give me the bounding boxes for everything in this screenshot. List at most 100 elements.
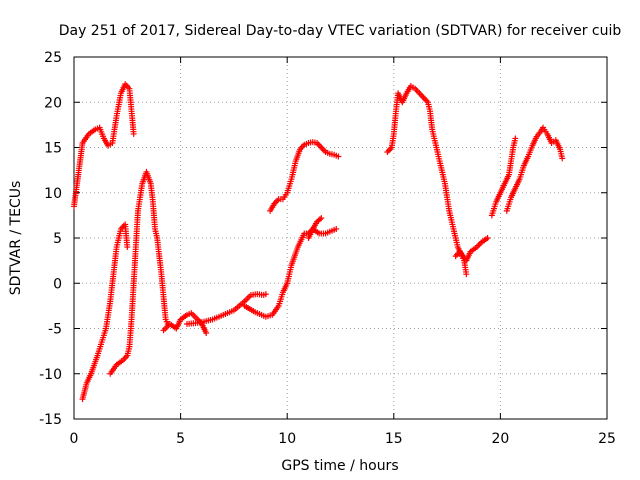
interpolated-markers <box>446 210 456 230</box>
interpolated-markers <box>194 319 203 326</box>
interpolated-markers <box>265 312 274 320</box>
interpolated-markers <box>284 264 294 284</box>
interpolated-markers <box>389 133 397 149</box>
interpolated-markers <box>272 197 281 206</box>
interpolated-markers <box>108 363 119 375</box>
plot-frame <box>73 56 608 420</box>
axis-ticks: 0 5 10 15 20 25 -15 -10 -5 0 5 10 15 20 25 <box>39 50 616 447</box>
y-tick-label: 15 <box>44 141 62 157</box>
x-tick-label: 0 <box>70 431 79 447</box>
interpolated-markers <box>422 96 430 104</box>
interpolated-markers <box>80 132 91 145</box>
interpolated-markers <box>114 228 124 248</box>
interpolated-markers <box>508 146 516 162</box>
interpolated-markers <box>148 182 156 203</box>
interpolated-markers <box>521 155 531 167</box>
interpolated-markers <box>105 300 113 316</box>
interpolated-markers <box>479 236 490 245</box>
series-sat-l <box>503 124 566 214</box>
data-points <box>71 81 566 403</box>
data-point <box>262 291 269 298</box>
interpolated-markers <box>284 178 294 194</box>
data-point <box>333 225 340 232</box>
interpolated-markers <box>75 142 86 176</box>
interpolated-markers <box>97 126 106 140</box>
interpolated-markers <box>128 282 137 321</box>
interpolated-markers <box>88 354 100 375</box>
interpolated-markers <box>162 322 172 332</box>
interpolated-markers <box>135 182 145 212</box>
interpolated-markers <box>498 182 507 194</box>
interpolated-markers <box>306 227 315 240</box>
interpolated-markers <box>268 202 277 213</box>
data-point <box>463 271 470 278</box>
interpolated-markers <box>156 255 165 275</box>
interpolated-markers <box>438 164 448 185</box>
interpolated-markers <box>400 92 409 104</box>
interpolated-markers <box>513 177 522 190</box>
interpolated-markers <box>128 110 137 135</box>
interpolated-markers <box>189 311 200 321</box>
x-tick-label: 25 <box>598 431 616 447</box>
x-tick-label: 10 <box>278 431 296 447</box>
interpolated-markers <box>243 303 257 315</box>
interpolated-markers <box>464 250 473 262</box>
interpolated-markers <box>107 282 116 303</box>
data-point <box>130 130 137 137</box>
x-tick-label: 20 <box>491 431 509 447</box>
interpolated-markers <box>442 182 452 212</box>
data-point <box>335 153 342 160</box>
interpolated-markers <box>199 322 209 335</box>
interpolated-markers <box>315 216 323 224</box>
data-point <box>318 215 325 222</box>
series-sat-k <box>488 135 519 219</box>
series-sat-h <box>267 139 342 214</box>
interpolated-markers <box>186 320 197 327</box>
x-tick-label: 5 <box>176 431 185 447</box>
interpolated-markers <box>121 354 129 362</box>
interpolated-markers <box>126 87 135 113</box>
interpolated-markers <box>256 291 265 298</box>
interpolated-markers <box>288 160 299 180</box>
interpolated-markers <box>119 222 127 231</box>
interpolated-markers <box>150 201 158 230</box>
interpolated-markers <box>385 146 394 154</box>
series-sat-c <box>107 168 171 377</box>
interpolated-markers <box>298 143 306 151</box>
interpolated-markers <box>254 310 267 319</box>
data-point <box>124 244 131 251</box>
interpolated-markers <box>109 264 118 284</box>
interpolated-markers <box>276 291 286 307</box>
data-point <box>512 135 519 142</box>
interpolated-markers <box>158 273 167 298</box>
y-tick-label: 0 <box>53 276 62 292</box>
interpolated-markers <box>535 130 543 138</box>
interpolated-markers <box>293 148 303 163</box>
x-axis-label: GPS time / hours <box>281 458 398 474</box>
interpolated-markers <box>502 173 512 185</box>
interpolated-markers <box>152 228 160 239</box>
y-tick-label: 10 <box>44 186 62 202</box>
interpolated-markers <box>530 135 539 147</box>
interpolated-markers <box>196 317 204 326</box>
series-sat-f <box>241 225 340 320</box>
series-sat-b <box>79 221 131 403</box>
interpolated-markers <box>504 196 514 212</box>
data-point <box>484 235 491 241</box>
interpolated-markers <box>132 210 141 248</box>
interpolated-markers <box>144 170 154 185</box>
grid <box>74 57 607 419</box>
interpolated-markers <box>211 312 225 322</box>
interpolated-markers <box>222 308 235 318</box>
series-sat-e <box>183 291 269 327</box>
interpolated-markers <box>71 173 81 208</box>
series-sat-g <box>305 215 325 241</box>
interpolated-markers <box>174 318 183 330</box>
interpolated-markers <box>413 87 421 95</box>
interpolated-markers <box>525 144 535 158</box>
interpolated-markers <box>517 164 527 180</box>
interpolated-markers <box>404 84 413 95</box>
interpolated-markers <box>328 226 338 234</box>
interpolated-markers <box>454 250 462 258</box>
y-tick-label: -10 <box>39 367 62 383</box>
